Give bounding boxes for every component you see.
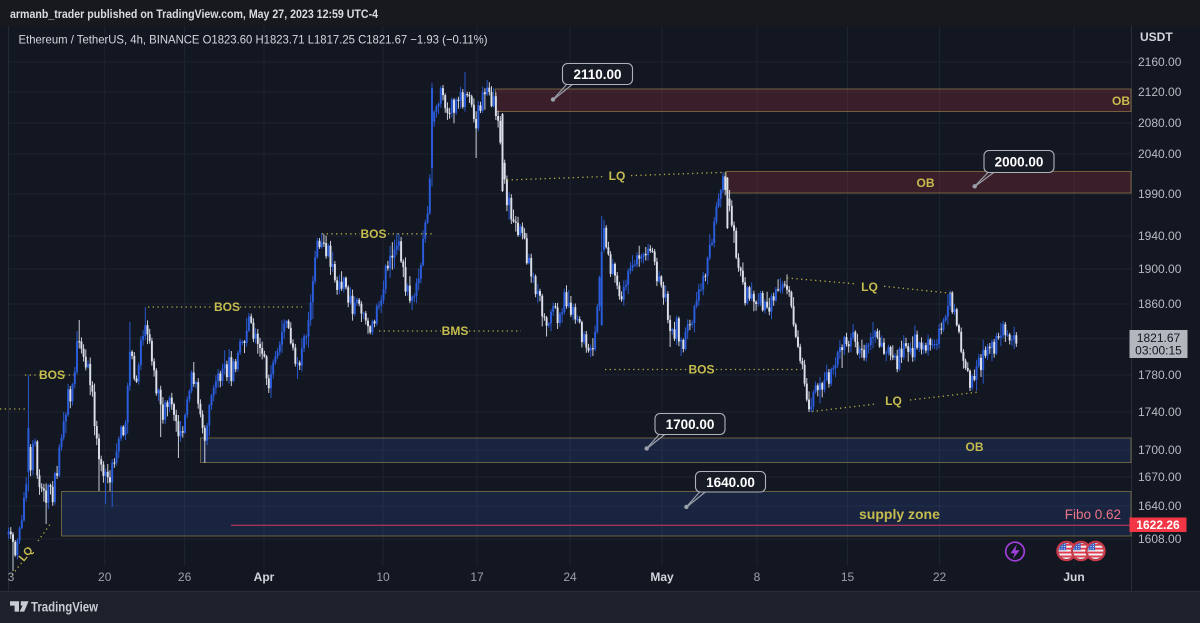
svg-text:1640.00: 1640.00: [1138, 499, 1182, 513]
svg-text:OB: OB: [1112, 94, 1130, 108]
svg-text:May: May: [650, 570, 674, 584]
svg-text:1860.00: 1860.00: [1138, 297, 1182, 311]
svg-text:Apr: Apr: [254, 570, 275, 584]
svg-text:10: 10: [376, 570, 390, 584]
svg-text:15: 15: [841, 570, 855, 584]
svg-text:LQ: LQ: [885, 394, 902, 408]
svg-text:2160.00: 2160.00: [1138, 55, 1182, 69]
svg-text:1670.00: 1670.00: [1138, 470, 1182, 484]
svg-text:22: 22: [933, 570, 947, 584]
svg-text:3: 3: [8, 570, 15, 584]
svg-text:2040.00: 2040.00: [1138, 147, 1182, 161]
svg-text:1700.00: 1700.00: [1138, 443, 1182, 457]
svg-text:TradingView: TradingView: [31, 600, 98, 615]
svg-text:BOS: BOS: [360, 227, 386, 241]
svg-text:1900.00: 1900.00: [1138, 262, 1182, 276]
svg-text:2080.00: 2080.00: [1138, 116, 1182, 130]
svg-text:1821.67: 1821.67: [1137, 331, 1181, 345]
svg-text:supply zone: supply zone: [859, 506, 940, 522]
svg-text:1640.00: 1640.00: [706, 475, 755, 490]
svg-text:1780.00: 1780.00: [1138, 368, 1182, 382]
svg-text:2120.00: 2120.00: [1138, 85, 1182, 99]
svg-text:17: 17: [470, 570, 484, 584]
svg-text:LQ: LQ: [861, 280, 878, 294]
svg-text:1990.00: 1990.00: [1138, 187, 1182, 201]
svg-text:2000.00: 2000.00: [995, 155, 1044, 170]
svg-text:Fibo 0.62: Fibo 0.62: [1065, 507, 1121, 522]
svg-text:8: 8: [754, 570, 761, 584]
svg-text:Jun: Jun: [1063, 570, 1084, 584]
svg-text:BOS: BOS: [688, 363, 714, 377]
svg-text:OB: OB: [917, 176, 935, 190]
svg-text:24: 24: [563, 570, 577, 584]
svg-text:2110.00: 2110.00: [573, 67, 621, 82]
svg-text:1740.00: 1740.00: [1138, 405, 1182, 419]
svg-text:OB: OB: [966, 440, 984, 454]
svg-text:1608.00: 1608.00: [1138, 532, 1182, 546]
svg-text:BMS: BMS: [442, 324, 469, 338]
svg-text:Ethereum / TetherUS, 4h, BINAN: Ethereum / TetherUS, 4h, BINANCE O1823.6…: [19, 33, 488, 47]
svg-text:26: 26: [178, 570, 192, 584]
svg-text:BOS: BOS: [39, 368, 65, 382]
svg-text:1622.26: 1622.26: [1136, 518, 1180, 532]
svg-text:1940.00: 1940.00: [1138, 229, 1182, 243]
svg-text:03:00:15: 03:00:15: [1135, 344, 1182, 358]
svg-text:20: 20: [98, 570, 112, 584]
svg-text:BOS: BOS: [214, 300, 240, 314]
svg-text:USDT: USDT: [1140, 30, 1173, 44]
svg-text:armanb_trader published on Tra: armanb_trader published on TradingView.c…: [10, 7, 378, 21]
svg-text:LQ: LQ: [609, 169, 626, 183]
svg-text:1700.00: 1700.00: [666, 417, 715, 432]
